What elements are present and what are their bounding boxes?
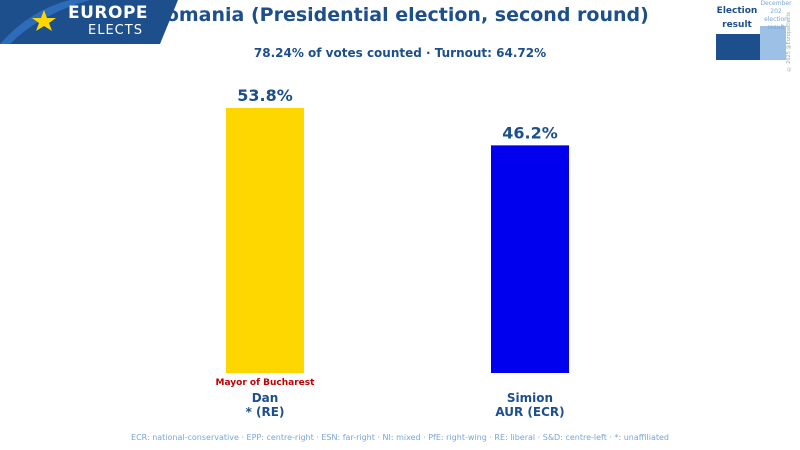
chart-subtitle: 78.24% of votes counted · Turnout: 64.72… bbox=[253, 46, 547, 60]
party-legend-footnote: ECR: national-conservative · EPP: centre… bbox=[131, 433, 669, 442]
party-label-dan: * (RE) bbox=[246, 405, 285, 419]
badge-main-text: Election result bbox=[716, 6, 758, 30]
bar-dan bbox=[226, 107, 304, 374]
star-icon bbox=[32, 10, 56, 31]
logo-text-europe: EUROPE bbox=[68, 3, 149, 23]
value-label-dan: 53.8% bbox=[237, 86, 293, 105]
europe-elects-logo: EUROPE ELECTS bbox=[0, 0, 178, 44]
party-label-simion: AUR (ECR) bbox=[495, 405, 564, 419]
logo-banner-shape bbox=[0, 0, 178, 44]
badge-sub-text: December 202 election result bbox=[760, 0, 792, 31]
category-label-dan: Dan bbox=[252, 391, 279, 405]
logo-text-elects: ELECTS bbox=[88, 23, 143, 38]
badge-graphic bbox=[716, 26, 786, 60]
value-label-simion: 46.2% bbox=[502, 123, 558, 142]
category-label-simion: Simion bbox=[507, 391, 553, 405]
bar-simion bbox=[491, 145, 569, 373]
note-label-dan: Mayor of Bucharest bbox=[216, 378, 316, 388]
election-result-badge: Election result December 202 election re… bbox=[712, 0, 792, 62]
chart-title: Romania (Presidential election, second r… bbox=[151, 4, 649, 26]
